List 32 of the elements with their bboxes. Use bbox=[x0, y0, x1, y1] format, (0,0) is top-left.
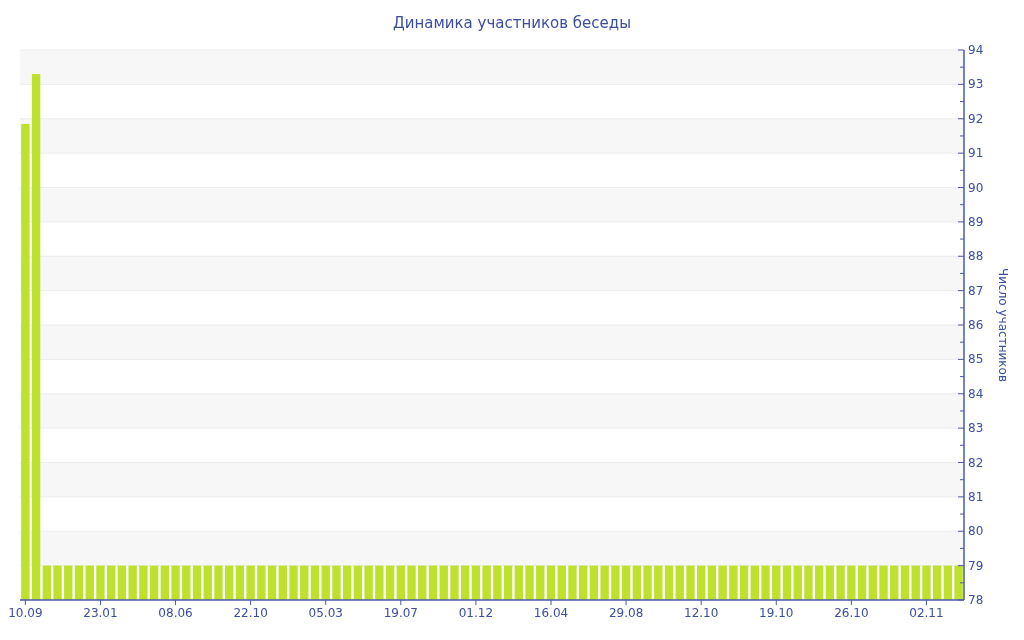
y-tick-label: 89 bbox=[968, 214, 984, 229]
y-tick-label: 85 bbox=[968, 352, 984, 367]
x-tick-label: 12.10 bbox=[684, 606, 719, 620]
x-tick-label: 08.06 bbox=[158, 606, 193, 620]
x-tick-label: 29.08 bbox=[608, 606, 644, 620]
x-tick-label: 16.04 bbox=[533, 606, 569, 620]
y-tick-label: 93 bbox=[968, 77, 984, 92]
x-tick-label: 26.10 bbox=[834, 606, 869, 620]
x-tick-label: 19.07 bbox=[383, 606, 418, 620]
x-tick-label: 01.12 bbox=[458, 606, 494, 620]
y-tick-label: 80 bbox=[968, 524, 984, 539]
y-tick-label: 90 bbox=[968, 180, 984, 195]
y-tick-label: 94 bbox=[968, 43, 984, 57]
x-tick-label: 10.09 bbox=[8, 606, 43, 620]
y-tick-label: 86 bbox=[968, 318, 984, 332]
x-tick-label: 02.11 bbox=[909, 606, 944, 620]
y-tick-label: 84 bbox=[968, 386, 984, 401]
y-tick-label: 82 bbox=[968, 455, 984, 470]
y-axis-title: Число участников bbox=[996, 268, 1010, 382]
x-tick-label: 22.10 bbox=[233, 606, 268, 620]
x-tick-label: 19.10 bbox=[759, 606, 794, 620]
chart-title: Динамика участников беседы bbox=[392, 14, 632, 32]
y-tick-label: 87 bbox=[968, 283, 984, 298]
x-tick-label: 23.01 bbox=[83, 606, 118, 620]
y-tick-label: 81 bbox=[968, 489, 984, 504]
y-tick-label: 78 bbox=[968, 593, 984, 607]
x-tick-label: 05.03 bbox=[308, 606, 343, 620]
y-tick-label: 83 bbox=[968, 421, 984, 436]
y-tick-label: 88 bbox=[968, 249, 984, 264]
y-tick-label: 79 bbox=[968, 558, 984, 573]
y-tick-label: 91 bbox=[968, 146, 984, 161]
y-tick-label: 92 bbox=[968, 111, 984, 126]
